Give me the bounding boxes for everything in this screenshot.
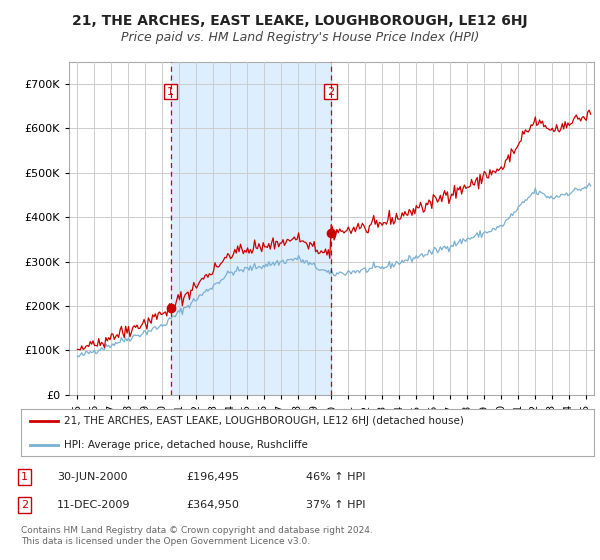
Text: £364,950: £364,950 <box>186 500 239 510</box>
Text: £196,495: £196,495 <box>186 472 239 482</box>
Text: 2: 2 <box>327 87 334 96</box>
Text: Contains HM Land Registry data © Crown copyright and database right 2024.
This d: Contains HM Land Registry data © Crown c… <box>21 526 373 546</box>
Bar <box>170 62 331 395</box>
Text: HPI: Average price, detached house, Rushcliffe: HPI: Average price, detached house, Rush… <box>64 440 308 450</box>
Text: 1: 1 <box>21 472 28 482</box>
Text: 1: 1 <box>167 87 174 96</box>
Text: 11-DEC-2009: 11-DEC-2009 <box>57 500 131 510</box>
Text: 37% ↑ HPI: 37% ↑ HPI <box>306 500 365 510</box>
Text: 46% ↑ HPI: 46% ↑ HPI <box>306 472 365 482</box>
Text: Price paid vs. HM Land Registry's House Price Index (HPI): Price paid vs. HM Land Registry's House … <box>121 31 479 44</box>
Text: 21, THE ARCHES, EAST LEAKE, LOUGHBOROUGH, LE12 6HJ: 21, THE ARCHES, EAST LEAKE, LOUGHBOROUGH… <box>72 14 528 28</box>
Text: 30-JUN-2000: 30-JUN-2000 <box>57 472 128 482</box>
Text: 2: 2 <box>21 500 28 510</box>
Text: 21, THE ARCHES, EAST LEAKE, LOUGHBOROUGH, LE12 6HJ (detached house): 21, THE ARCHES, EAST LEAKE, LOUGHBOROUGH… <box>64 416 464 426</box>
